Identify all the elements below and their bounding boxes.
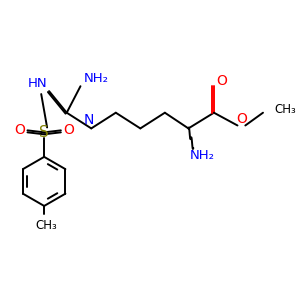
Text: HN: HN [28,77,47,90]
Text: CH₃: CH₃ [35,219,57,232]
Text: NH₂: NH₂ [190,149,215,162]
Text: O: O [63,123,74,137]
Text: CH₃: CH₃ [275,103,296,116]
Text: S: S [39,125,49,140]
Text: O: O [216,74,227,88]
Text: NH₂: NH₂ [84,72,109,85]
Text: O: O [14,123,25,137]
Text: N: N [84,112,94,127]
Text: O: O [236,112,247,126]
